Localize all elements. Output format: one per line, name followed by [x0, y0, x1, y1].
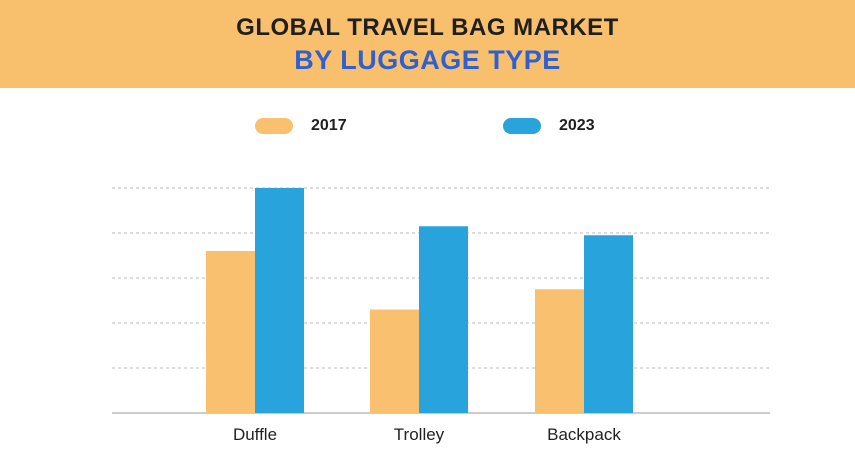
- bar-2017-trolley: [370, 309, 419, 413]
- bar-2023-trolley: [419, 226, 468, 413]
- bar-2017-duffle: [206, 251, 255, 413]
- chart-title: GLOBAL TRAVEL BAG MARKET: [236, 14, 619, 41]
- legend-item-2017: 2017: [255, 116, 347, 136]
- bar-2023-duffle: [255, 188, 304, 413]
- x-tick-label: Duffle: [233, 425, 277, 444]
- bar-2017-backpack: [535, 289, 584, 413]
- bar-2023-backpack: [584, 235, 633, 413]
- legend-swatch-2017: [255, 118, 293, 134]
- chart-subtitle: BY LUGGAGE TYPE: [294, 45, 561, 75]
- legend-label-2023: 2023: [559, 117, 595, 134]
- legend-item-2023: 2023: [503, 116, 595, 136]
- legend-swatch-2023: [503, 118, 541, 134]
- x-tick-label: Backpack: [547, 425, 621, 444]
- legend-label-2017: 2017: [311, 117, 347, 134]
- title-banner: GLOBAL TRAVEL BAG MARKET BY LUGGAGE TYPE: [0, 0, 855, 88]
- x-tick-label: Trolley: [394, 425, 445, 444]
